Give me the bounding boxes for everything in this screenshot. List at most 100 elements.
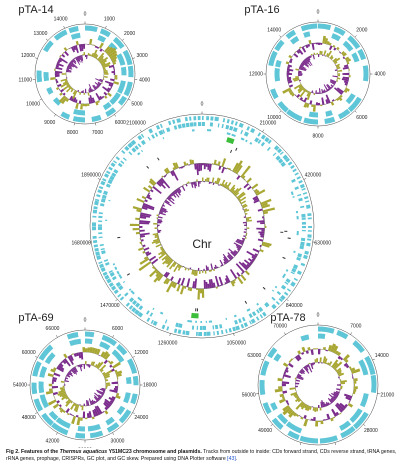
caption-ref[interactable]: [43]: [227, 456, 236, 462]
gc-bar: [325, 362, 328, 365]
cds-block: [96, 255, 102, 260]
tick-mark: [112, 432, 114, 435]
gc-bar: [213, 269, 215, 272]
caption-text: Tracks from outside to inside: CDs forwa…: [6, 449, 397, 462]
gc-bar: [336, 66, 341, 70]
gc-bar: [176, 188, 181, 194]
gc-bar: [86, 364, 88, 366]
gc-bar: [311, 90, 314, 93]
map-title: pTA-16: [244, 4, 279, 16]
cds-block: [152, 320, 158, 326]
gc-bar: [327, 362, 330, 365]
gc-bar: [57, 364, 65, 371]
gc-bar: [73, 353, 77, 357]
gc-bar: [192, 270, 195, 275]
cds-block: [111, 349, 125, 363]
cds-block: [250, 127, 256, 134]
gc-bar: [335, 390, 340, 394]
gc-bar: [207, 266, 210, 271]
cds-block: [282, 154, 289, 161]
backbone: [34, 23, 136, 125]
gc-bar: [243, 231, 247, 234]
gc-bar: [147, 194, 151, 198]
gc-bar: [76, 417, 81, 426]
cds-block: [96, 194, 101, 198]
gc-bar: [155, 243, 162, 248]
gc-bar: [57, 83, 62, 88]
cds-block: [112, 263, 116, 266]
cds-block: [155, 124, 161, 130]
cds-block: [97, 35, 107, 43]
gc-bar: [324, 358, 328, 364]
gc-bar: [299, 89, 307, 98]
gc-bar: [316, 407, 318, 412]
gc-bar: [259, 249, 264, 253]
gc-bar: [297, 48, 304, 55]
gc-bar: [237, 248, 240, 252]
gc-bar: [152, 238, 160, 242]
gc-bar: [156, 214, 159, 217]
gc-bar: [339, 357, 344, 361]
gc-bar: [353, 383, 355, 387]
gc-bar: [79, 92, 82, 95]
gc-bar: [101, 62, 106, 66]
gc-bar: [53, 395, 55, 398]
gc-bar: [348, 400, 351, 403]
gc-bar: [165, 198, 167, 200]
gc-bar: [52, 391, 58, 396]
cds-block: [232, 127, 238, 133]
gc-bar: [353, 388, 357, 392]
gc-bar: [232, 162, 239, 173]
gc-bar: [179, 285, 185, 295]
gc-bar: [299, 82, 301, 85]
gc-bar: [244, 224, 247, 226]
gc-bar: [320, 92, 323, 94]
gc-bar: [88, 97, 92, 104]
cds-block: [187, 319, 193, 323]
gc-bar: [93, 365, 96, 367]
gc-bar: [50, 77, 56, 81]
gc-bar: [167, 196, 172, 200]
gc-bar: [52, 381, 54, 384]
gc-bar: [315, 90, 317, 94]
cds-block: [241, 316, 246, 322]
cds-block: [128, 297, 135, 303]
gc-bar: [98, 55, 105, 62]
gc-bar: [344, 403, 348, 408]
cds-block: [276, 148, 283, 154]
gc-bar: [202, 177, 204, 182]
cds-block: [304, 250, 309, 255]
cds-block: [298, 197, 303, 202]
gc-bar: [207, 177, 210, 182]
gc-bar: [194, 278, 198, 289]
cds-block: [102, 178, 107, 182]
backbone: [29, 329, 141, 441]
gc-bar: [163, 277, 169, 285]
gc-bar: [322, 90, 325, 93]
cds-block: [44, 352, 56, 365]
gc-bar: [96, 85, 100, 88]
gc-bar: [292, 77, 299, 81]
gc-bar: [326, 41, 330, 45]
gene-mark: [262, 286, 266, 290]
gc-bar: [286, 68, 294, 72]
gc-bar: [80, 352, 84, 360]
cds-block: [364, 355, 376, 376]
cds-block: [130, 290, 135, 295]
gc-bar: [232, 279, 236, 284]
gc-bar: [54, 68, 56, 71]
tick-mark: [283, 332, 286, 335]
gc-bar: [251, 258, 255, 262]
gc-bar: [339, 402, 347, 410]
gc-bar: [114, 386, 118, 389]
gc-bar: [74, 99, 78, 103]
gc-bar: [211, 177, 215, 183]
gc-bar: [176, 263, 178, 265]
gc-bar: [301, 346, 306, 353]
cds-block: [248, 313, 253, 319]
gc-bar: [91, 347, 96, 354]
gc-bar: [284, 369, 289, 373]
gc-bar: [171, 170, 179, 181]
gc-bar: [202, 163, 204, 166]
gc-bar: [104, 80, 114, 86]
